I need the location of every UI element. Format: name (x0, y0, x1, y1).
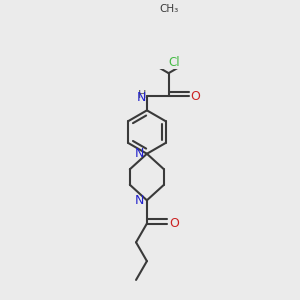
Text: O: O (190, 90, 200, 103)
Text: O: O (169, 217, 179, 230)
Text: H: H (137, 90, 146, 100)
Text: N: N (135, 147, 144, 160)
Text: Cl: Cl (168, 56, 180, 69)
Text: N: N (136, 91, 146, 104)
Text: CH₃: CH₃ (159, 4, 178, 14)
Text: N: N (135, 194, 144, 208)
